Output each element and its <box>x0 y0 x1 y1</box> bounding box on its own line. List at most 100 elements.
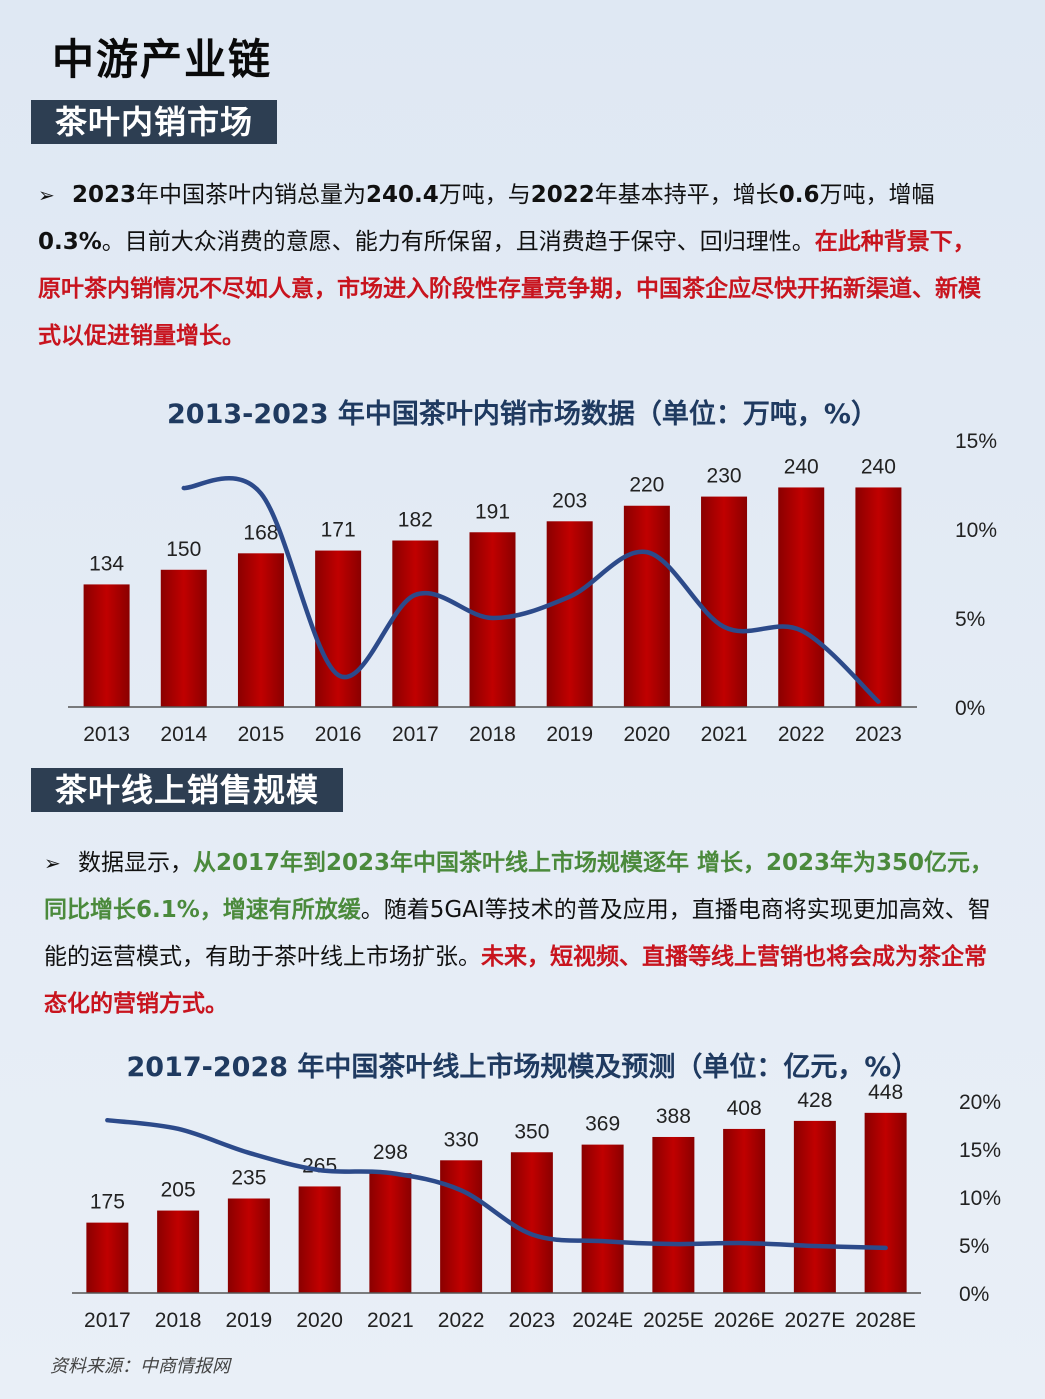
y2-tick-label: 0% <box>955 697 985 720</box>
section-banner-domestic: 茶叶内销市场 <box>31 100 278 144</box>
x-tick-label: 2026E <box>714 1309 775 1332</box>
bar <box>237 553 284 707</box>
bar-value-label: 408 <box>727 1097 762 1120</box>
x-tick-label: 2015 <box>238 723 285 746</box>
text-seg: 2023 <box>72 182 137 208</box>
bar <box>83 584 130 707</box>
x-tick-label: 2024E <box>572 1309 633 1332</box>
x-tick-label: 2019 <box>546 723 593 746</box>
bullet-arrow-icon: ➢ <box>44 851 61 875</box>
bar-value-label: 298 <box>373 1141 408 1164</box>
bar <box>793 1120 836 1293</box>
bar <box>298 1186 341 1293</box>
bar-value-label: 175 <box>90 1191 125 1214</box>
chart2-svg: 1752017205201823520192652020298202133020… <box>72 1081 1001 1332</box>
source-note: 资料来源：中商情报网 <box>50 1356 230 1377</box>
x-tick-label: 2014 <box>160 723 207 746</box>
bar-value-label: 230 <box>707 465 742 488</box>
bar-value-label: 388 <box>656 1105 691 1128</box>
bar <box>546 521 593 707</box>
y2-tick-label: 10% <box>955 519 997 542</box>
x-tick-label: 2013 <box>83 723 130 746</box>
bar-value-label: 220 <box>629 474 664 497</box>
x-tick-label: 2027E <box>785 1309 846 1332</box>
online-paragraph: ➢ 数据显示，从2017年到2023年中国茶叶线上市场规模逐年 增长，2023年为… <box>44 840 1004 1028</box>
x-tick-label: 2023 <box>855 723 902 746</box>
text-seg: 0.3% <box>38 229 102 255</box>
bar <box>227 1198 270 1293</box>
bar <box>623 505 670 707</box>
bar-value-label: 235 <box>231 1167 266 1190</box>
text-seg: 年基本持平，增长 <box>594 182 779 208</box>
x-tick-label: 2020 <box>296 1309 343 1332</box>
x-tick-label: 2017 <box>392 723 439 746</box>
text-seg: 240.4 <box>366 182 439 208</box>
bar <box>510 1152 553 1293</box>
y2-tick-label: 10% <box>959 1187 1001 1210</box>
x-tick-label: 2028E <box>855 1309 916 1332</box>
x-tick-label: 2020 <box>624 723 671 746</box>
bar <box>369 1173 412 1293</box>
y2-tick-label: 15% <box>955 430 997 453</box>
bullet-arrow-icon: ➢ <box>38 183 55 207</box>
highlight-text: 未来，短视频、直播等线上营销也将会成为茶企常态化的营销方式。 <box>44 944 987 1017</box>
bar-value-label: 205 <box>161 1179 196 1202</box>
x-tick-label: 2022 <box>438 1309 485 1332</box>
bar <box>723 1128 766 1293</box>
x-tick-label: 2017 <box>84 1309 131 1332</box>
x-tick-label: 2022 <box>778 723 825 746</box>
text-seg: 年中国茶叶内销总量为 <box>136 182 367 208</box>
bar-value-label: 330 <box>444 1128 479 1151</box>
x-tick-label: 2018 <box>155 1309 202 1332</box>
bar-value-label: 203 <box>552 489 587 512</box>
text-seg: 万吨，与 <box>438 182 531 208</box>
bar <box>86 1222 129 1293</box>
bar <box>157 1210 200 1293</box>
y2-tick-label: 15% <box>959 1139 1001 1162</box>
bar-value-label: 150 <box>166 538 201 561</box>
x-tick-label: 2018 <box>469 723 516 746</box>
bar <box>855 487 902 707</box>
text-seg: 。目前大众消费的意愿、能力有所保留，且消费趋于保守、回归理性。 <box>101 229 815 255</box>
section-banner-online: 茶叶线上销售规模 <box>31 768 344 812</box>
text-seg: 。随着5GAI等技术的普及应用，直播电商将实现更加高效、智能的运营模式，有助于茶… <box>44 897 991 970</box>
chart1-title: 2013-2023 年中国茶叶内销市场数据（单位：万吨，%） <box>167 399 878 430</box>
bar-value-label: 240 <box>784 455 819 478</box>
growth-rate-line <box>105 1117 888 1251</box>
y2-tick-label: 0% <box>959 1283 989 1306</box>
bar <box>864 1112 907 1293</box>
bar <box>440 1160 483 1293</box>
bar <box>701 496 748 707</box>
domestic-paragraph: ➢ 2023年中国茶叶内销总量为240.4万吨，与2022年基本持平，增长0.6万… <box>38 172 993 360</box>
x-tick-label: 2021 <box>367 1309 414 1332</box>
bar <box>652 1136 695 1293</box>
x-tick-label: 2023 <box>509 1309 556 1332</box>
bar-value-label: 369 <box>585 1113 620 1136</box>
page-title: 中游产业链 <box>52 35 273 84</box>
bar-value-label: 191 <box>475 500 510 523</box>
bar-value-label: 182 <box>398 509 433 532</box>
x-tick-label: 2016 <box>315 723 362 746</box>
text-seg: 万吨，增幅 <box>819 182 935 208</box>
chart1-svg: 134 2013 150 2014 168 2015 171 2016 182 2017 191 20… <box>68 430 997 746</box>
x-tick-label: 2019 <box>226 1309 273 1332</box>
bar <box>581 1144 624 1293</box>
chart2-title: 2017-2028 年中国茶叶线上市场规模及预测（单位：亿元，%） <box>126 1052 919 1083</box>
bar-value-label: 240 <box>861 455 896 478</box>
x-tick-label: 2021 <box>701 723 748 746</box>
bar-value-label: 168 <box>243 521 278 544</box>
highlight-text: 从2017年到2023年中国茶叶线上市场规模逐年 增长，2023年为350亿元，… <box>44 850 994 923</box>
bar-value-label: 428 <box>797 1089 832 1112</box>
x-tick-label: 2025E <box>643 1309 704 1332</box>
text-seg: 2022 <box>530 182 595 208</box>
bar <box>160 569 207 707</box>
bar-value-label: 171 <box>321 519 356 542</box>
y2-tick-label: 5% <box>959 1235 989 1258</box>
highlight-text: 在此种背景下，原叶茶内销情况不尽如人意，市场进入阶段性存量竞争期，中国茶企应尽快… <box>38 229 981 349</box>
y2-tick-label: 5% <box>955 608 985 631</box>
text-seg: 数据显示， <box>78 850 193 876</box>
bar-value-label: 350 <box>514 1120 549 1143</box>
bar <box>315 550 362 707</box>
bar-value-label: 134 <box>89 552 124 575</box>
y2-tick-label: 20% <box>959 1091 1001 1114</box>
